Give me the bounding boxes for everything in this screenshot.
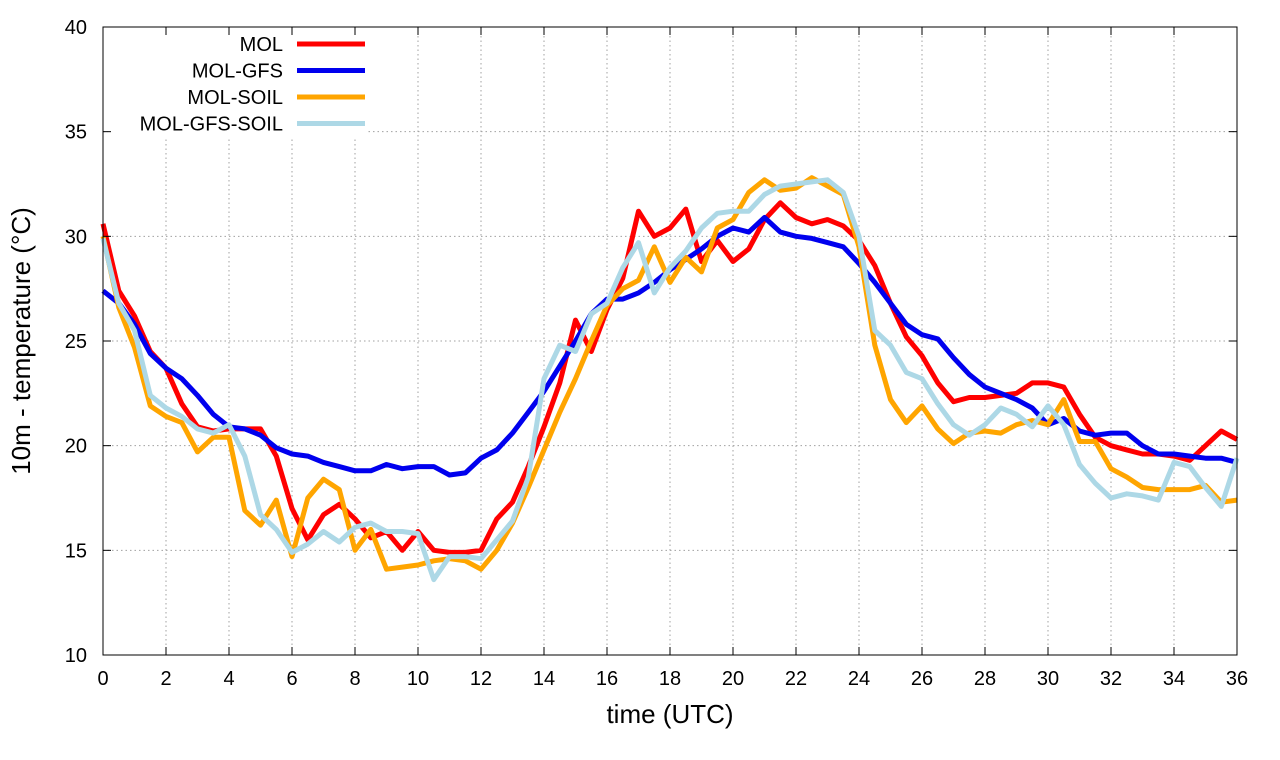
series-line-mol-soil: [100, 175, 1238, 572]
x-tick-label: 28: [974, 668, 996, 690]
x-axis-title: time (UTC): [606, 699, 733, 729]
legend-label: MOL-GFS-SOIL: [140, 114, 283, 136]
series-line-mol: [100, 200, 1239, 555]
axis-ticks: 0 2 4 6 8 10 12 14 16 18 20 22 24 26 28 30 32 34 361015202…: [65, 17, 1248, 690]
y-tick-label: 35: [65, 122, 87, 144]
y-tick-label: 15: [65, 540, 87, 562]
x-tick-label: 24: [848, 668, 870, 690]
legend-background: [108, 30, 368, 138]
legend-label: MOL: [240, 34, 283, 56]
x-tick-label: 26: [911, 668, 933, 690]
x-tick-label: 36: [1226, 668, 1248, 690]
x-tick-label: 12: [470, 668, 492, 690]
x-tick-label: 20: [722, 668, 744, 690]
legend-label: MOL-GFS: [192, 61, 283, 83]
y-tick-label: 10: [65, 645, 87, 667]
series-lines: [100, 175, 1240, 583]
y-axis-title: 10m - temperature (°C): [6, 207, 36, 475]
x-tick-label: 4: [223, 668, 234, 690]
y-tick-label: 25: [65, 331, 87, 353]
x-tick-label: 18: [659, 668, 681, 690]
legend-label: MOL-SOIL: [187, 87, 283, 109]
y-tick-label: 40: [65, 17, 87, 39]
x-tick-label: 32: [1100, 668, 1122, 690]
series-line-mol-gfs-soil: [100, 177, 1240, 583]
x-tick-label: 6: [286, 668, 297, 690]
x-tick-label: 22: [785, 668, 807, 690]
x-tick-label: 2: [160, 668, 171, 690]
y-tick-label: 20: [65, 436, 87, 458]
x-tick-label: 14: [533, 668, 555, 690]
x-tick-label: 8: [349, 668, 360, 690]
grid: [103, 27, 1237, 655]
x-tick-label: 0: [97, 668, 108, 690]
x-tick-label: 16: [596, 668, 618, 690]
x-tick-label: 10: [407, 668, 429, 690]
x-tick-label: 34: [1163, 668, 1185, 690]
x-tick-label: 30: [1037, 668, 1059, 690]
y-tick-label: 30: [65, 226, 87, 248]
legend: MOL MOL-GFS MOL-SOIL MOL-GFS-SOIL: [108, 30, 368, 138]
